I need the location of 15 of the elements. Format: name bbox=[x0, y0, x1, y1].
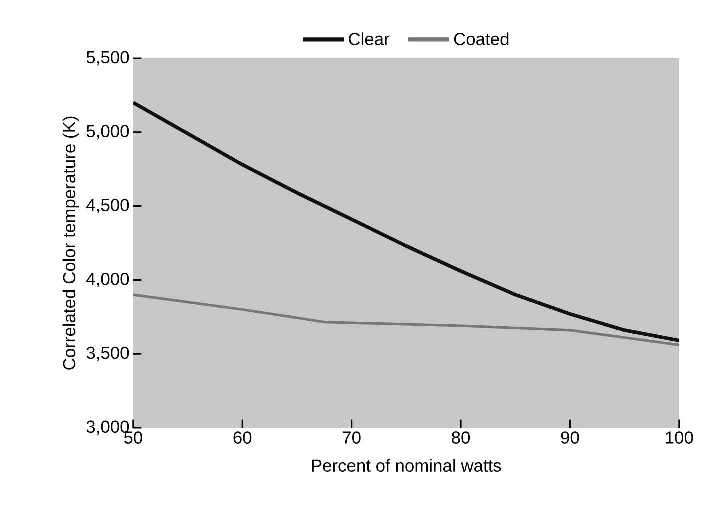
y-tick-label: 3,500 bbox=[86, 346, 130, 362]
legend-label: Clear bbox=[349, 32, 390, 46]
y-tick-label: 5,500 bbox=[86, 51, 130, 66]
x-tick-label: 70 bbox=[343, 431, 361, 444]
x-axis-title: Percent of nominal watts bbox=[312, 458, 502, 472]
legend-label: Coated bbox=[454, 32, 509, 46]
line-series bbox=[133, 293, 680, 346]
x-tick-label: 100 bbox=[666, 431, 694, 444]
y-tick-label: 4,000 bbox=[86, 272, 130, 288]
y-tick-label: 5,000 bbox=[86, 124, 130, 140]
y-tick-label: 4,500 bbox=[86, 198, 130, 214]
x-tick-label: 90 bbox=[561, 431, 580, 444]
x-tick-label: 60 bbox=[234, 431, 252, 444]
x-tick-label: 80 bbox=[452, 431, 470, 444]
y-axis-title: Correlated Color temperature (K) bbox=[62, 116, 80, 370]
